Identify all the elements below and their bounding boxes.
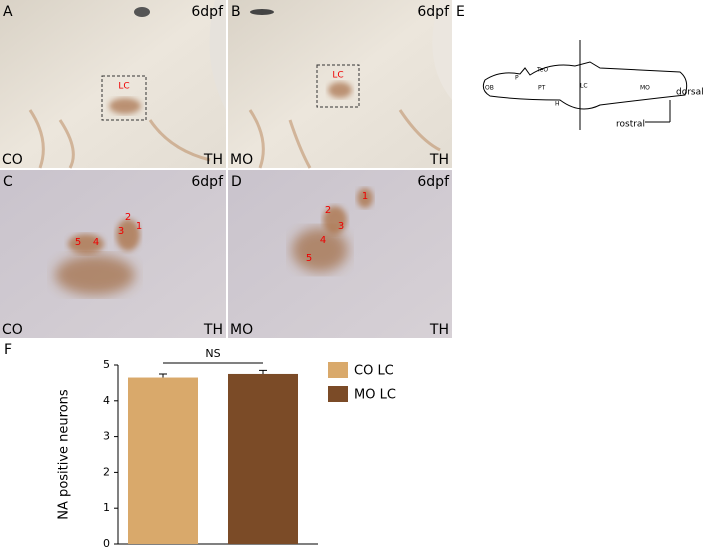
region-label: LC bbox=[118, 82, 129, 92]
stain bbox=[68, 234, 104, 254]
stain bbox=[292, 228, 348, 272]
stage-label: 6dpf bbox=[191, 4, 224, 20]
fibers bbox=[28, 109, 211, 169]
bar bbox=[128, 377, 198, 544]
neuron-number: 1 bbox=[136, 221, 142, 232]
neuron-number: 2 bbox=[325, 205, 331, 216]
schematic-label: OB bbox=[485, 85, 494, 92]
neuron-number: 5 bbox=[75, 237, 81, 248]
y-tick-label: 4 bbox=[103, 394, 110, 407]
condition-label: MO bbox=[230, 152, 253, 168]
schematic-label: LC bbox=[580, 83, 588, 90]
inset-box bbox=[101, 75, 147, 121]
panel-letter: E bbox=[456, 4, 465, 20]
stain-label: TH bbox=[203, 152, 223, 168]
legend-label: MO LC bbox=[354, 388, 396, 403]
stain bbox=[323, 206, 347, 234]
inset-box bbox=[316, 64, 360, 108]
stage-label: 6dpf bbox=[417, 4, 450, 20]
stain bbox=[116, 219, 140, 251]
micrograph-c bbox=[0, 170, 226, 338]
y-tick-label: 2 bbox=[103, 465, 110, 478]
panel-letter: A bbox=[3, 4, 13, 20]
schematic-label: PT bbox=[538, 85, 546, 92]
condition-label: CO bbox=[2, 152, 23, 168]
debris bbox=[134, 7, 150, 17]
panel-letter: D bbox=[231, 174, 242, 190]
neuron-number: 3 bbox=[118, 226, 124, 237]
stain bbox=[328, 82, 352, 98]
stain-label: TH bbox=[429, 152, 449, 168]
micrographs bbox=[0, 0, 452, 338]
annotation: NS bbox=[205, 347, 220, 360]
neuron-number: 4 bbox=[320, 235, 326, 246]
axis-label: dorsal bbox=[676, 88, 704, 98]
schematic-label: MO bbox=[640, 85, 650, 92]
y-tick-label: 5 bbox=[103, 358, 110, 371]
panel-letter: B bbox=[231, 4, 241, 20]
stain-label: TH bbox=[203, 322, 223, 338]
y-tick-label: 0 bbox=[103, 537, 110, 550]
legend-label: CO LC bbox=[354, 364, 394, 379]
region-label: LC bbox=[332, 71, 343, 81]
panel-letter: C bbox=[3, 174, 13, 190]
schematic-label: TeO bbox=[536, 67, 548, 74]
stain bbox=[55, 255, 135, 295]
schematic bbox=[482, 40, 688, 130]
schematic-label: P bbox=[515, 75, 519, 82]
legend-swatch bbox=[328, 386, 348, 402]
neuron-number: 3 bbox=[338, 221, 344, 232]
y-tick-label: 3 bbox=[103, 430, 110, 443]
stage-label: 6dpf bbox=[417, 174, 450, 190]
neuron-number: 5 bbox=[306, 253, 312, 264]
error-bar bbox=[259, 369, 267, 374]
schematic-label: H bbox=[555, 101, 560, 108]
y-tick-label: 1 bbox=[103, 501, 110, 514]
micrograph-a bbox=[0, 0, 226, 168]
stage-label: 6dpf bbox=[191, 174, 224, 190]
stain bbox=[109, 98, 141, 114]
axis-label: rostral bbox=[616, 120, 645, 130]
fibers bbox=[248, 109, 441, 169]
y-axis-label: NA positive neurons bbox=[57, 389, 72, 520]
condition-label: MO bbox=[230, 322, 253, 338]
neuron-number: 1 bbox=[362, 191, 368, 202]
neuron-number: 2 bbox=[125, 212, 131, 223]
brain-outline bbox=[482, 61, 688, 110]
condition-label: CO bbox=[2, 322, 23, 338]
panel-letter: F bbox=[4, 342, 12, 358]
debris bbox=[250, 9, 274, 15]
bar bbox=[228, 373, 298, 544]
error-bar bbox=[159, 373, 167, 378]
stain-label: TH bbox=[429, 322, 449, 338]
neuron-number: 4 bbox=[93, 237, 99, 248]
legend-swatch bbox=[328, 362, 348, 378]
stain bbox=[357, 188, 373, 208]
